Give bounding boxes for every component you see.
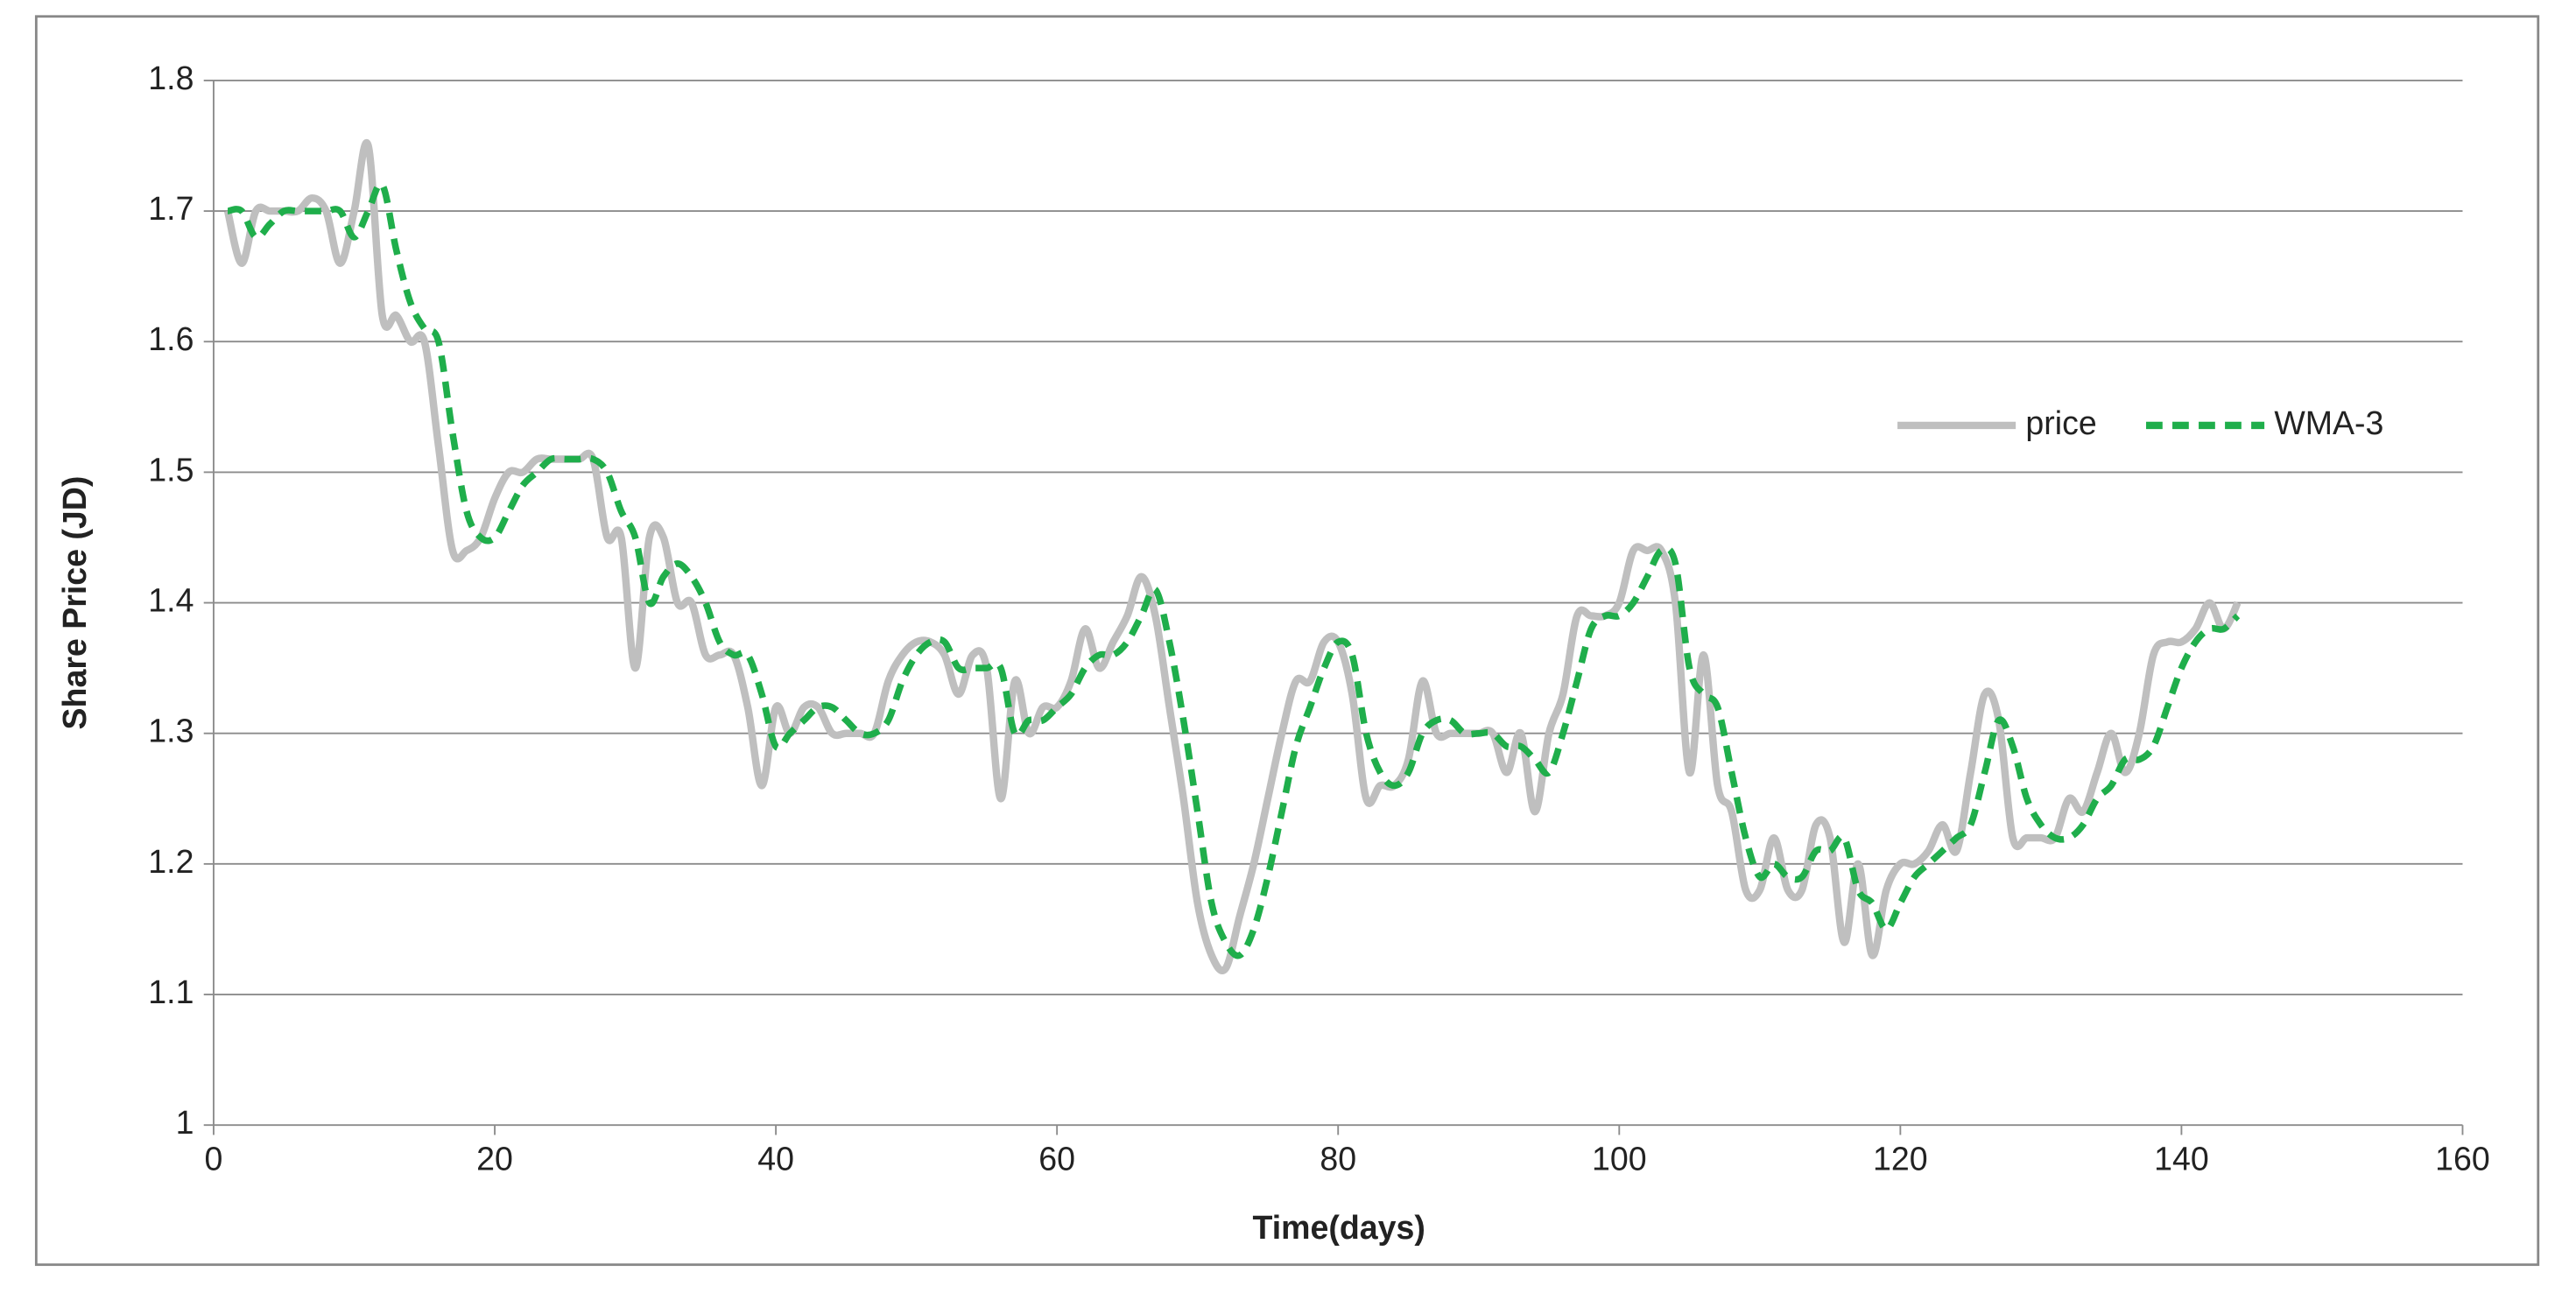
y-axis-title: Share Price (JD) <box>56 476 93 730</box>
legend-label: price <box>2025 404 2096 441</box>
y-tick-label: 1.2 <box>148 843 194 880</box>
y-tick-label: 1.5 <box>148 451 194 488</box>
y-tick-label: 1.6 <box>148 320 194 357</box>
y-tick-label: 1 <box>176 1104 194 1141</box>
y-tick-label: 1.1 <box>148 973 194 1010</box>
y-tick-label: 1.4 <box>148 581 194 618</box>
x-tick-label: 80 <box>1320 1140 1356 1177</box>
x-tick-label: 40 <box>757 1140 794 1177</box>
x-tick-label: 140 <box>2154 1140 2209 1177</box>
x-tick-label: 100 <box>1592 1140 1647 1177</box>
y-tick-label: 1.3 <box>148 713 194 749</box>
y-tick-label: 1.7 <box>148 190 194 227</box>
x-tick-label: 0 <box>205 1140 223 1177</box>
x-tick-label: 120 <box>1873 1140 1928 1177</box>
series-line <box>227 180 2241 959</box>
y-tick-label: 1.8 <box>148 60 194 96</box>
x-tick-label: 20 <box>476 1140 513 1177</box>
legend-label: WMA-3 <box>2274 404 2383 441</box>
x-tick-label: 60 <box>1038 1140 1075 1177</box>
x-axis-title: Time(days) <box>1252 1209 1425 1246</box>
x-tick-label: 160 <box>2435 1140 2490 1177</box>
chart-border <box>34 15 2540 1267</box>
